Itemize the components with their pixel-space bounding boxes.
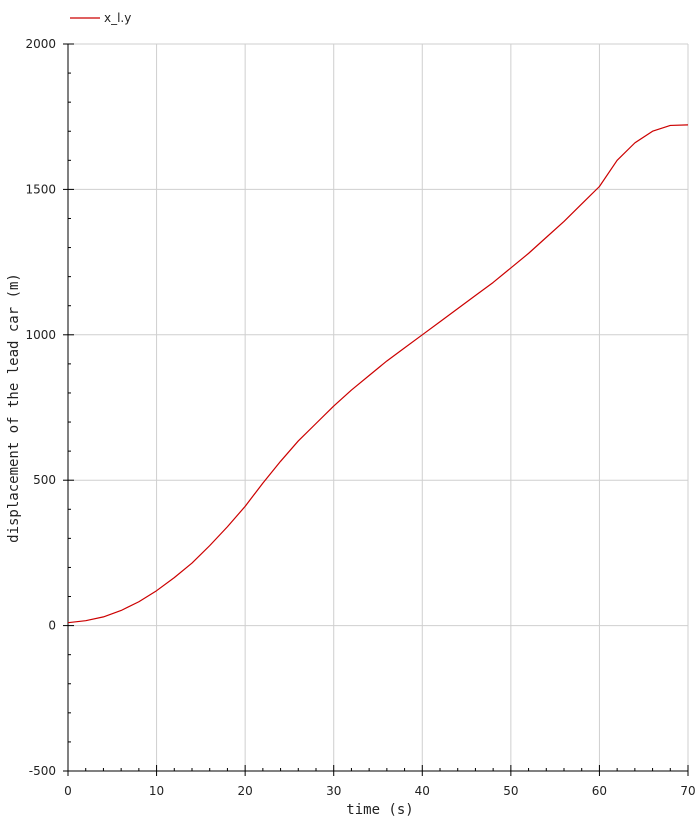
x-tick-label: 50 <box>503 784 518 798</box>
grid <box>68 43 689 772</box>
y-tick-label: 500 <box>33 473 56 487</box>
legend: x_l.y <box>70 11 131 25</box>
x-axis-title: time (s) <box>346 802 413 818</box>
x-tick-label: 40 <box>415 784 430 798</box>
y-tick-label: 1500 <box>25 182 56 196</box>
x-tick-label: 70 <box>680 784 695 798</box>
x-tick-label: 10 <box>149 784 164 798</box>
axes <box>63 43 689 776</box>
ticks: 0 10 20 30 40 50 60 70 -500 0 500 1000 1500 2000 <box>25 37 695 798</box>
y-tick-label: 2000 <box>25 37 56 51</box>
y-tick-label: 1000 <box>25 328 56 342</box>
y-tick-label: -500 <box>29 764 56 778</box>
x-tick-label: 0 <box>64 784 72 798</box>
y-axis-title: displacement of the lead car (m) <box>6 273 22 543</box>
legend-label: x_l.y <box>104 11 131 25</box>
x-tick-label: 60 <box>592 784 607 798</box>
series-line-x_l-y <box>67 124 689 624</box>
x-tick-label: 30 <box>326 784 341 798</box>
x-tick-label: 20 <box>238 784 253 798</box>
y-tick-label: 0 <box>48 619 56 633</box>
series-layer <box>67 124 689 624</box>
